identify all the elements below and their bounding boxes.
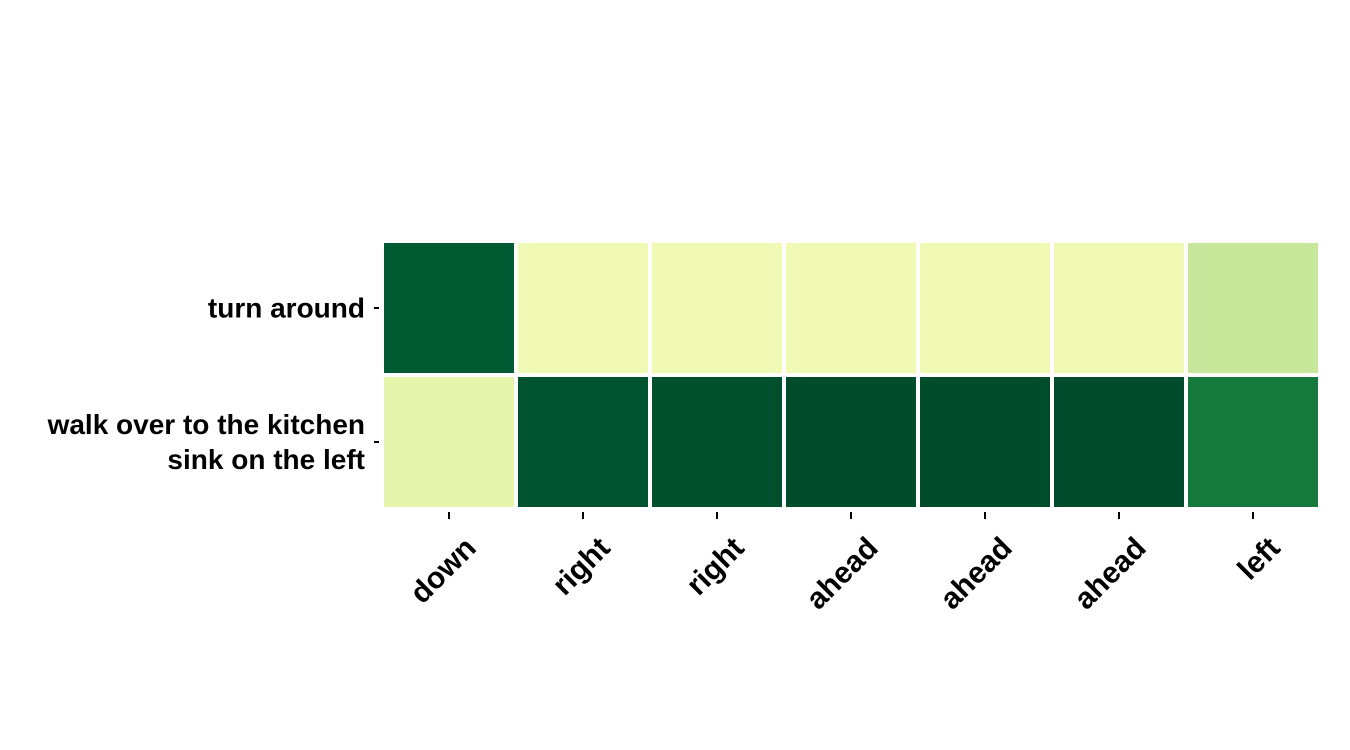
heatmap-cell-r1-c4 [916,373,1054,509]
column-label-4: ahead [934,531,1019,616]
heatmap-cell-r1-c5 [1050,373,1188,509]
heatmap-cell-r0-c4 [916,241,1054,377]
heatmap-cell-r0-c5 [1050,241,1188,377]
heatmap-cells [382,241,1319,509]
heatmap-cell-r0-c0 [382,241,518,377]
heatmap-cell-r1-c1 [514,373,652,509]
heatmap-cell-r0-c6 [1184,241,1319,377]
column-label-6: left [1232,531,1287,586]
column-label-5: ahead [1068,531,1153,616]
heatmap-cell-r0-c2 [648,241,786,377]
heatmap-cell-r1-c2 [648,373,786,509]
row-label-0-line-0: turn around [208,293,365,324]
column-label-1: right [546,531,616,601]
row-labels: turn around walk over to the kitchen sink … [47,293,379,475]
heatmap-cell-r1-c6 [1184,373,1319,509]
row-label-1-line-1: sink on the left [167,444,365,475]
column-labels: down right right ahead ahead ahead left [404,512,1287,616]
heatmap-cell-r1-c0 [382,373,518,509]
column-label-3: ahead [800,531,885,616]
row-label-1-line-0: walk over to the kitchen [47,409,365,440]
heatmap-cell-r1-c3 [782,373,920,509]
heatmap-cell-r0-c1 [514,241,652,377]
heatmap-cell-r0-c3 [782,241,920,377]
column-label-0: down [404,531,483,610]
column-label-2: right [680,531,750,601]
